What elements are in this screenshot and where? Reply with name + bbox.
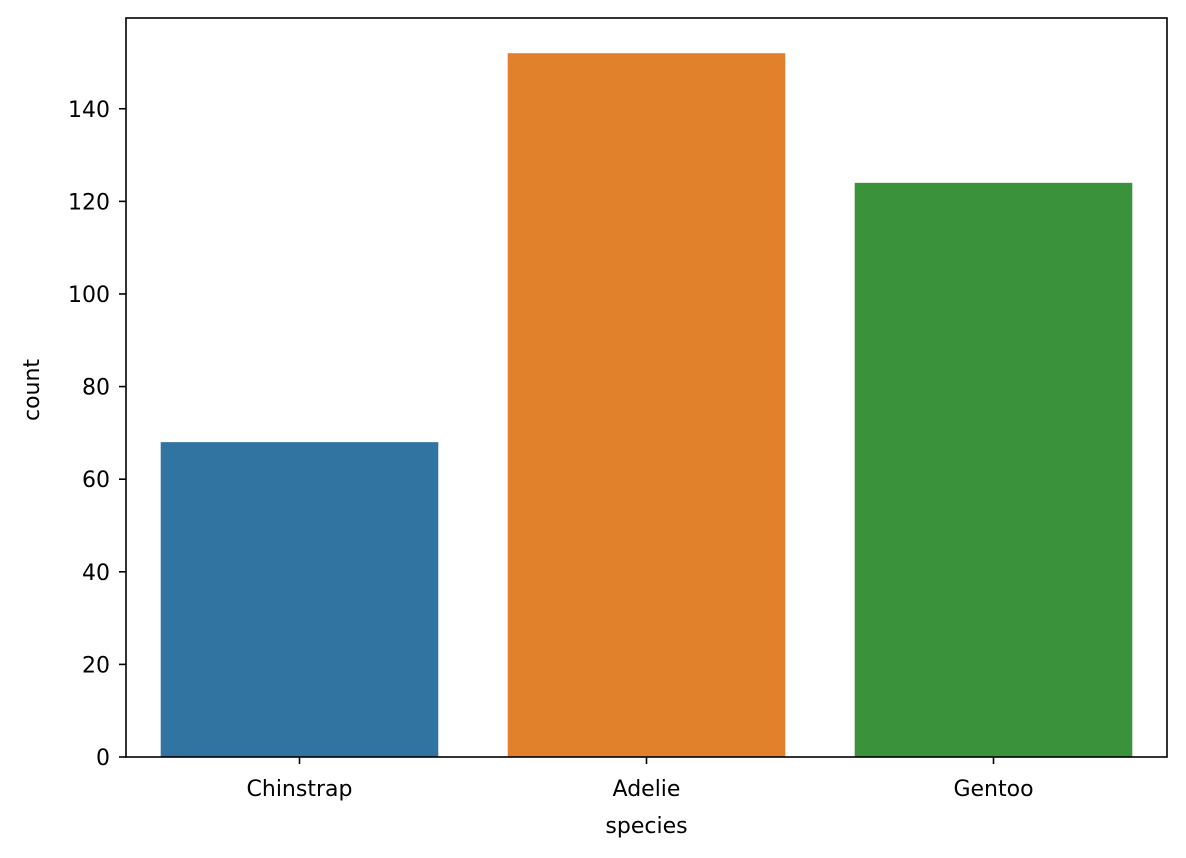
- y-tick-label: 100: [68, 283, 110, 308]
- y-tick-label: 120: [68, 190, 110, 215]
- y-tick-label: 40: [82, 561, 110, 586]
- y-axis-label: count: [20, 359, 45, 421]
- y-tick-label: 0: [96, 746, 110, 771]
- ticks-layer: Chinstrap Adelie Gentoo 0 20 40 60 80 100 120 140: [68, 98, 1034, 802]
- x-tick-label: Adelie: [613, 777, 681, 802]
- bar-gentoo: [854, 182, 1133, 758]
- y-tick-label: 80: [82, 376, 110, 401]
- x-tick-label: Gentoo: [953, 777, 1033, 802]
- y-tick-label: 60: [82, 468, 110, 493]
- bars-layer: [160, 53, 1133, 758]
- y-tick-label: 140: [68, 98, 110, 123]
- bar-adelie: [507, 53, 786, 757]
- bar-chinstrap: [160, 442, 439, 757]
- y-tick-label: 20: [82, 653, 110, 678]
- x-axis-label: species: [605, 814, 687, 839]
- plot-frame: [125, 17, 1168, 758]
- x-tick-label: Chinstrap: [247, 777, 353, 802]
